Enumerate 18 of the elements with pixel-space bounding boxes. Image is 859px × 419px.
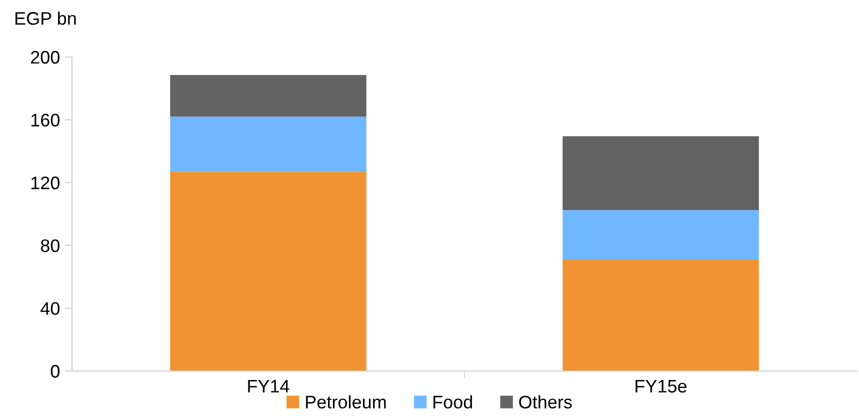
bar	[170, 116, 366, 172]
legend-label: Others	[519, 395, 572, 408]
y-tick-label: 160	[31, 114, 60, 127]
y-tick-label: 0	[50, 364, 60, 378]
bar	[170, 172, 366, 371]
x-tick-label: FY15e	[636, 380, 687, 393]
y-tick-label: 120	[31, 176, 60, 190]
y-axis-title: EGP bn	[15, 12, 76, 25]
legend-label: Food	[433, 395, 472, 408]
bar	[562, 260, 759, 371]
x-tick-label: FY14	[248, 380, 290, 392]
legend-label: Petroleum	[306, 395, 386, 408]
bar	[562, 210, 759, 260]
y-tick-label: 200	[30, 50, 60, 64]
y-tick-label: 40	[40, 302, 60, 315]
bar	[170, 75, 366, 117]
bar	[562, 136, 759, 210]
y-tick-label: 80	[40, 239, 60, 252]
